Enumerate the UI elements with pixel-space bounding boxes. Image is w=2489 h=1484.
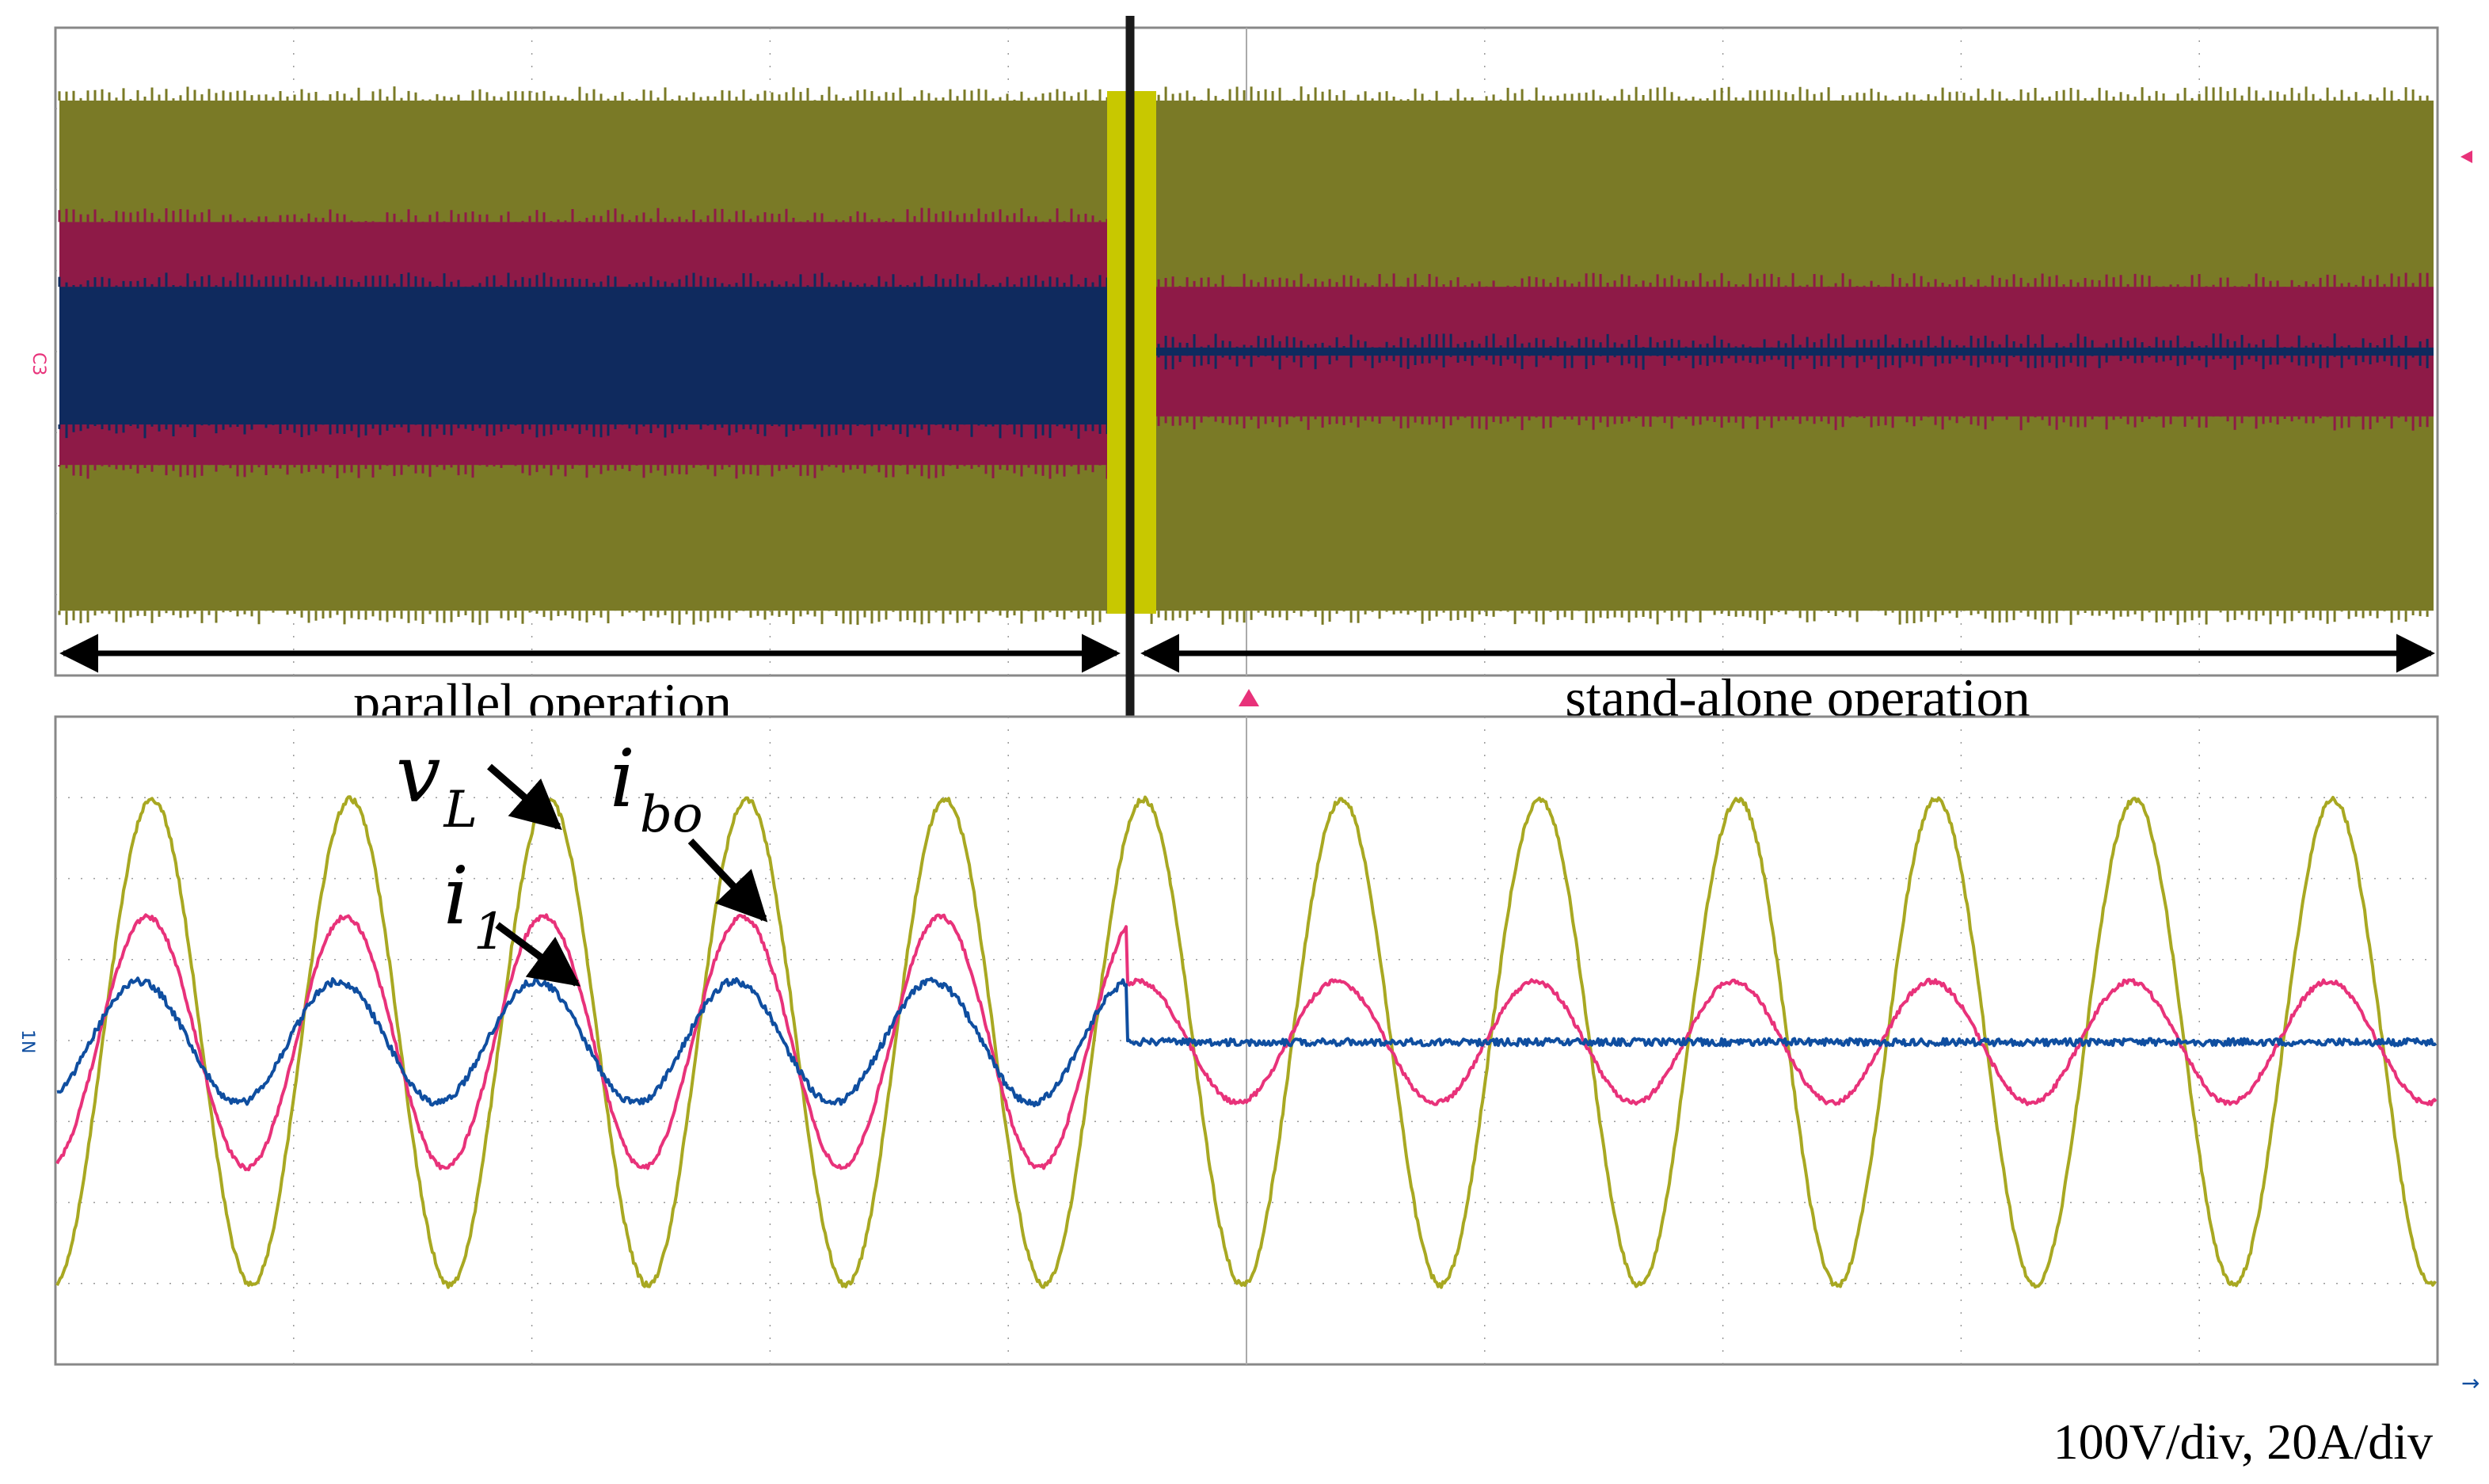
svg-text:ibo: ibo [610, 732, 702, 844]
bottom-traces [55, 795, 2438, 1289]
time-marker [1239, 689, 1259, 706]
i1-pointer-arrow [495, 922, 581, 987]
ibo-pointer-arrow [687, 838, 768, 923]
ibo-waveform [55, 913, 2438, 1172]
vL-top-noise-before [58, 86, 1109, 626]
ibo-main: i [610, 732, 635, 825]
channel-marker-top: C3 [29, 352, 48, 375]
label-vL: vL [396, 728, 478, 839]
i1-main: i [443, 850, 469, 942]
top-traces [58, 86, 2434, 626]
i1-waveform [56, 976, 2438, 1108]
svg-text:i1: i1 [443, 850, 506, 961]
label-ibo: ibo [610, 732, 702, 844]
channel-marker-bottom: 1N [17, 1029, 37, 1053]
i1-top-noise-before [58, 272, 1109, 439]
vL-main: v [396, 728, 441, 820]
vL-waveform [55, 795, 2438, 1289]
i1-top-envelope-before [59, 287, 1113, 425]
ibo-subscript: bo [640, 786, 703, 844]
i1-top-envelope-after [1151, 347, 2434, 356]
vL-pointer-arrow [487, 763, 562, 831]
vL-subscript: L [443, 781, 478, 839]
scroll-right-icon: → [2461, 1370, 2479, 1396]
ibo-top-noise-before [58, 207, 1109, 479]
trigger-level-marker [2460, 150, 2472, 163]
svg-text:vL: vL [396, 728, 478, 839]
bottom-panel: 1N [17, 715, 2439, 1366]
label-i1: i1 [443, 850, 506, 961]
i1-subscript: 1 [474, 903, 506, 961]
scale-label: 100V/div, 20A/div [2053, 1414, 2433, 1470]
top-panel: C3 [29, 16, 2472, 744]
